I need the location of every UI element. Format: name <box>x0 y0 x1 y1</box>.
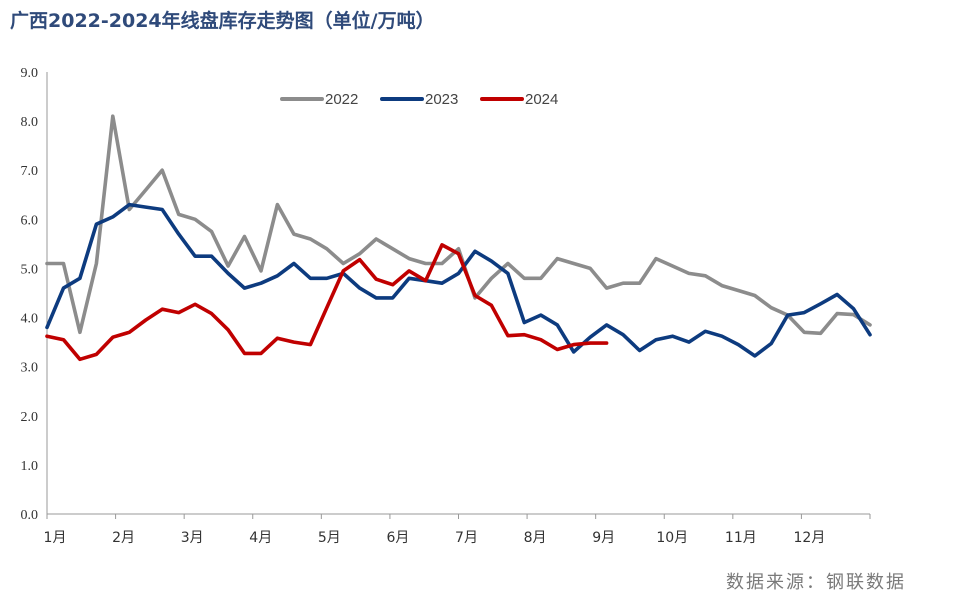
x-tick-label: 3月 <box>181 530 204 546</box>
y-tick-label: 7.0 <box>21 164 39 179</box>
x-tick-label: 2月 <box>112 530 135 546</box>
data-source: 数据来源：钢联数据 <box>726 572 906 593</box>
chart-title: 广西2022-2024年线盘库存走势图（单位/万吨） <box>10 10 435 32</box>
y-tick-label: 2.0 <box>21 410 39 425</box>
y-tick-label: 9.0 <box>21 66 39 81</box>
x-tick-label: 1月 <box>44 530 67 546</box>
series-line-2024 <box>45 243 609 362</box>
x-tick-label: 9月 <box>592 530 615 546</box>
x-tick-label: 5月 <box>318 530 341 546</box>
x-tick-label: 6月 <box>386 530 409 546</box>
x-tick-label: 10月 <box>656 530 688 546</box>
y-tick-label: 5.0 <box>21 262 39 277</box>
y-tick-label: 0.0 <box>21 508 39 523</box>
legend: 2022 2023 2024 <box>280 91 558 108</box>
series-line-2022 <box>45 114 872 336</box>
series-line-2023 <box>45 202 872 358</box>
y-tick-label: 8.0 <box>21 115 39 130</box>
legend-label-2022: 2022 <box>325 91 358 108</box>
x-tick-label: 8月 <box>524 530 547 546</box>
x-tick-label: 12月 <box>794 530 826 546</box>
x-tick-label: 7月 <box>455 530 478 546</box>
x-tick-label: 11月 <box>725 530 757 546</box>
y-tick-label: 3.0 <box>21 361 39 376</box>
y-tick-label: 4.0 <box>21 312 39 327</box>
legend-label-2023: 2023 <box>425 91 458 108</box>
legend-label-2024: 2024 <box>525 91 558 108</box>
y-tick-label: 6.0 <box>21 213 39 228</box>
x-tick-label: 4月 <box>249 530 272 546</box>
x-axis: 1月 2月 3月 4月 5月 6月 7月 8月 9月 10月 11月 12月 <box>44 513 871 546</box>
series-layer <box>45 114 872 362</box>
y-axis: 0.0 1.0 2.0 3.0 4.0 5.0 6.0 7.0 8.0 9.0 <box>21 66 48 523</box>
y-tick-label: 1.0 <box>21 459 39 474</box>
